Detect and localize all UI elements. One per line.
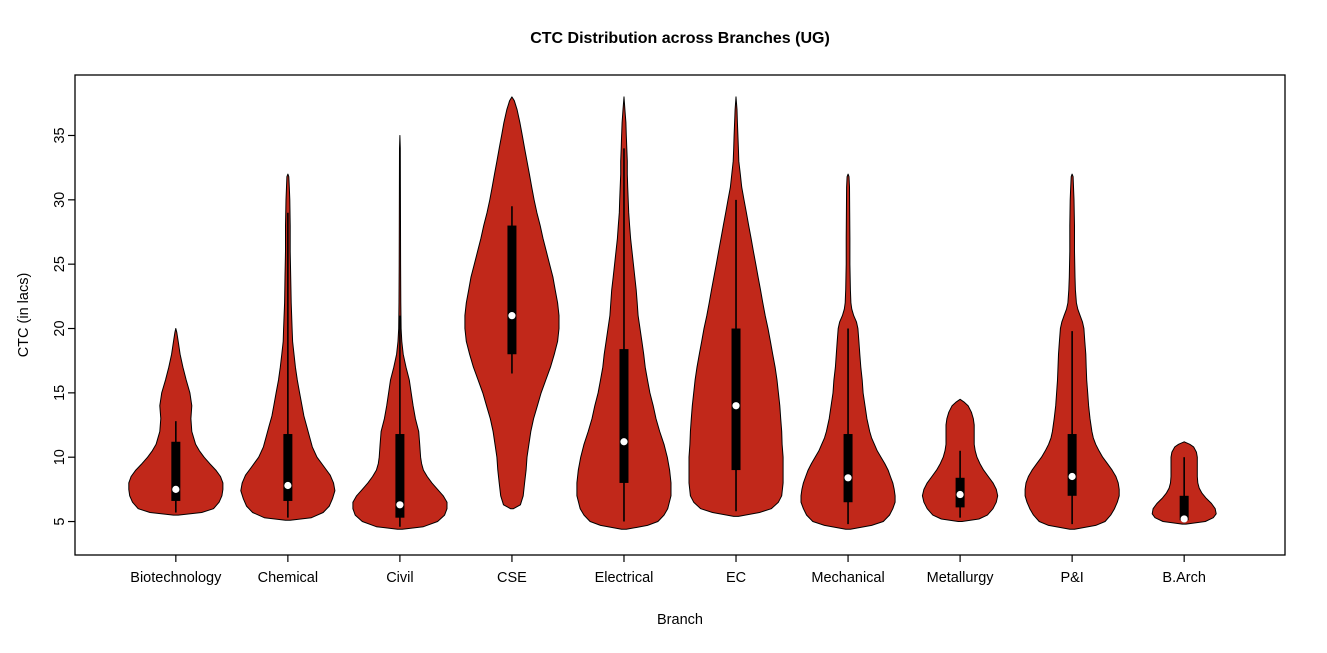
median-dot-cse bbox=[508, 312, 516, 320]
iqr-box-electrical bbox=[619, 349, 629, 483]
x-axis-label: Branch bbox=[657, 612, 703, 628]
y-tick-label: 10 bbox=[52, 449, 68, 465]
iqr-box-biotechnology bbox=[171, 441, 181, 501]
x-tick-label-electrical: Electrical bbox=[595, 570, 654, 586]
y-tick-label: 20 bbox=[52, 320, 68, 336]
x-tick-label-chemical: Chemical bbox=[258, 570, 318, 586]
y-tick-label: 30 bbox=[52, 192, 68, 208]
plot-border bbox=[74, 74, 1286, 556]
iqr-box-ec bbox=[731, 328, 741, 471]
median-dot-mechanical bbox=[844, 474, 852, 482]
median-dot-electrical bbox=[620, 438, 628, 446]
iqr-box-mechanical bbox=[843, 434, 853, 503]
x-tick-label-civil: Civil bbox=[386, 570, 413, 586]
median-dot-ec bbox=[732, 402, 740, 410]
median-dot-p-i bbox=[1068, 472, 1076, 481]
y-tick-label: 25 bbox=[52, 256, 68, 272]
y-axis-label: CTC (in lacs) bbox=[16, 272, 32, 358]
iqr-box-p-i bbox=[1067, 434, 1077, 496]
y-tick-label: 5 bbox=[52, 518, 68, 526]
x-tick-label-b-arch: B.Arch bbox=[1162, 570, 1206, 586]
iqr-box-chemical bbox=[283, 434, 293, 501]
median-dot-metallurgy bbox=[956, 490, 964, 499]
median-dot-biotechnology bbox=[172, 485, 180, 493]
x-tick-label-mechanical: Mechanical bbox=[811, 570, 884, 586]
y-tick-label: 35 bbox=[52, 127, 68, 143]
x-tick-label-cse: CSE bbox=[497, 570, 527, 586]
median-dot-civil bbox=[396, 501, 404, 509]
x-tick-label-metallurgy: Metallurgy bbox=[927, 570, 995, 586]
median-dot-b-arch bbox=[1180, 515, 1188, 523]
x-tick-label-p-i: P&I bbox=[1060, 570, 1083, 586]
chart-title: CTC Distribution across Branches (UG) bbox=[530, 30, 830, 47]
median-dot-chemical bbox=[284, 481, 292, 490]
y-tick-label: 15 bbox=[52, 385, 68, 401]
x-tick-label-biotechnology: Biotechnology bbox=[130, 570, 222, 586]
iqr-box-civil bbox=[395, 434, 405, 518]
iqr-box-cse bbox=[507, 225, 517, 355]
iqr-box-b-arch bbox=[1179, 495, 1189, 521]
x-tick-label-ec: EC bbox=[726, 570, 746, 586]
